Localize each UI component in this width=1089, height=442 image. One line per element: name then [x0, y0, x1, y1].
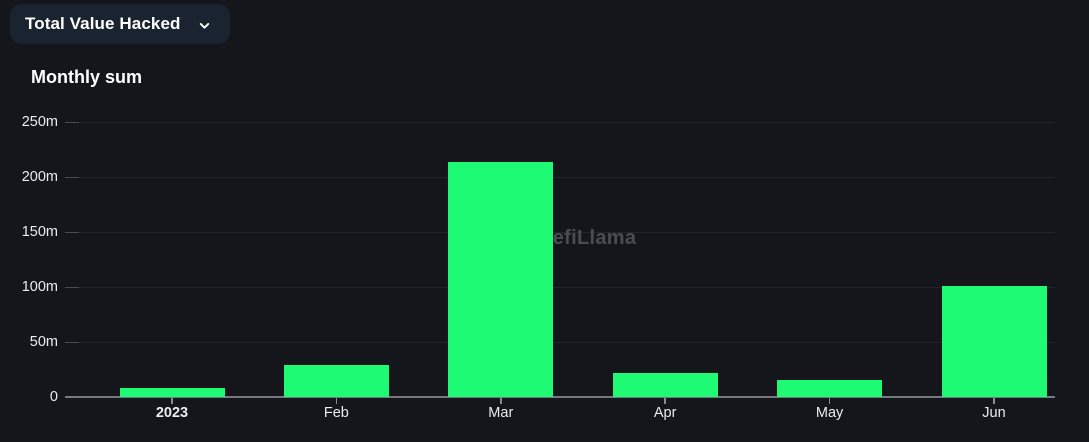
x-axis-tick-mar [500, 398, 502, 404]
gridline-100m [65, 286, 1055, 288]
y-axis-label-250m: 250m [21, 113, 58, 130]
x-axis-tick-feb [335, 398, 338, 404]
x-axis-tick-may [828, 398, 831, 404]
bar-jun[interactable] [941, 285, 1047, 397]
gridline-150m [65, 231, 1055, 233]
bar-feb[interactable] [283, 365, 389, 397]
y-axis-label-50m: 50m [29, 333, 58, 350]
gridline-200m [65, 176, 1055, 178]
y-axis-tick-100m [65, 286, 79, 288]
y-axis-tick-250m [65, 121, 79, 123]
defillama-watermark: DefiLlama [538, 227, 637, 249]
x-axis-tick-jun [993, 398, 995, 404]
bar-may[interactable] [777, 380, 883, 397]
y-axis-label-200m: 200m [21, 168, 58, 185]
chart-title: Monthly sum [31, 67, 142, 87]
y-axis-label-100m: 100m [21, 278, 58, 295]
gridline-50m [65, 341, 1055, 343]
metric-selector-dropdown[interactable]: Total Value Hacked [10, 4, 230, 44]
x-axis-label-apr: Apr [653, 405, 677, 421]
x-axis-line [65, 396, 1055, 398]
x-axis-label-mar: Mar [488, 405, 514, 421]
gridline-250m [65, 121, 1055, 123]
y-axis-tick-150m [65, 231, 79, 233]
y-axis-label-0: 0 [49, 389, 58, 405]
chevron-down-icon [197, 18, 212, 33]
y-axis-tick-50m [65, 341, 79, 343]
bar-2023[interactable] [119, 388, 225, 397]
x-axis-tick-2023 [171, 398, 173, 404]
bar-mar[interactable] [448, 162, 554, 397]
x-axis-label-may: May [815, 405, 844, 421]
y-axis-tick-200m [65, 176, 79, 178]
metric-selector-label: Total Value Hacked [25, 14, 181, 33]
x-axis-label-feb: Feb [323, 405, 349, 421]
x-axis-label-jun: Jun [982, 405, 1006, 421]
bar-apr[interactable] [612, 372, 718, 397]
x-axis-label-2023: 2023 [155, 405, 189, 421]
y-axis-label-150m: 150m [21, 223, 58, 240]
x-axis-tick-apr [664, 398, 666, 404]
